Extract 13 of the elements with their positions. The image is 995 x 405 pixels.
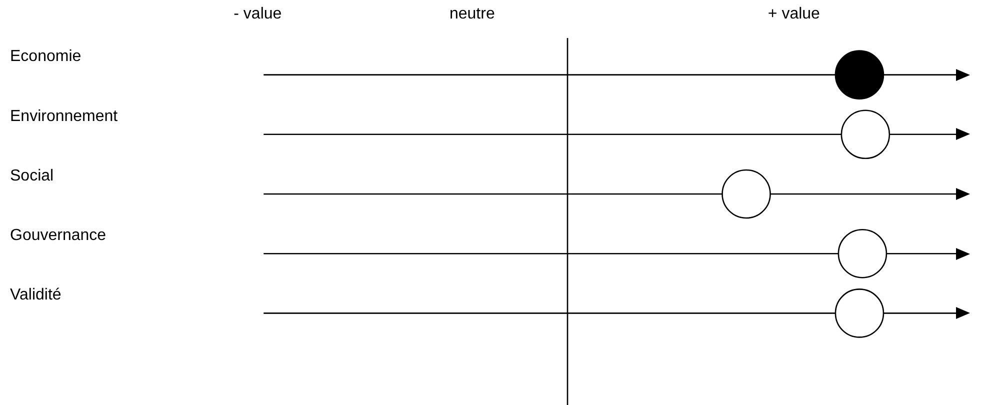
text: - value <box>234 5 282 22</box>
y-tick-label: Gouvernance <box>10 227 106 244</box>
point <box>722 169 771 219</box>
y-tick-label: Validité <box>10 286 62 304</box>
text: + value <box>768 5 820 22</box>
point <box>840 110 890 160</box>
y-tick-label: Economie <box>10 48 82 66</box>
y-tick-label: Social <box>10 167 54 184</box>
point <box>838 228 888 278</box>
point <box>834 288 884 338</box>
y-tick-label: Environnement <box>10 108 118 125</box>
text: neutre <box>449 5 495 22</box>
point <box>834 50 884 100</box>
